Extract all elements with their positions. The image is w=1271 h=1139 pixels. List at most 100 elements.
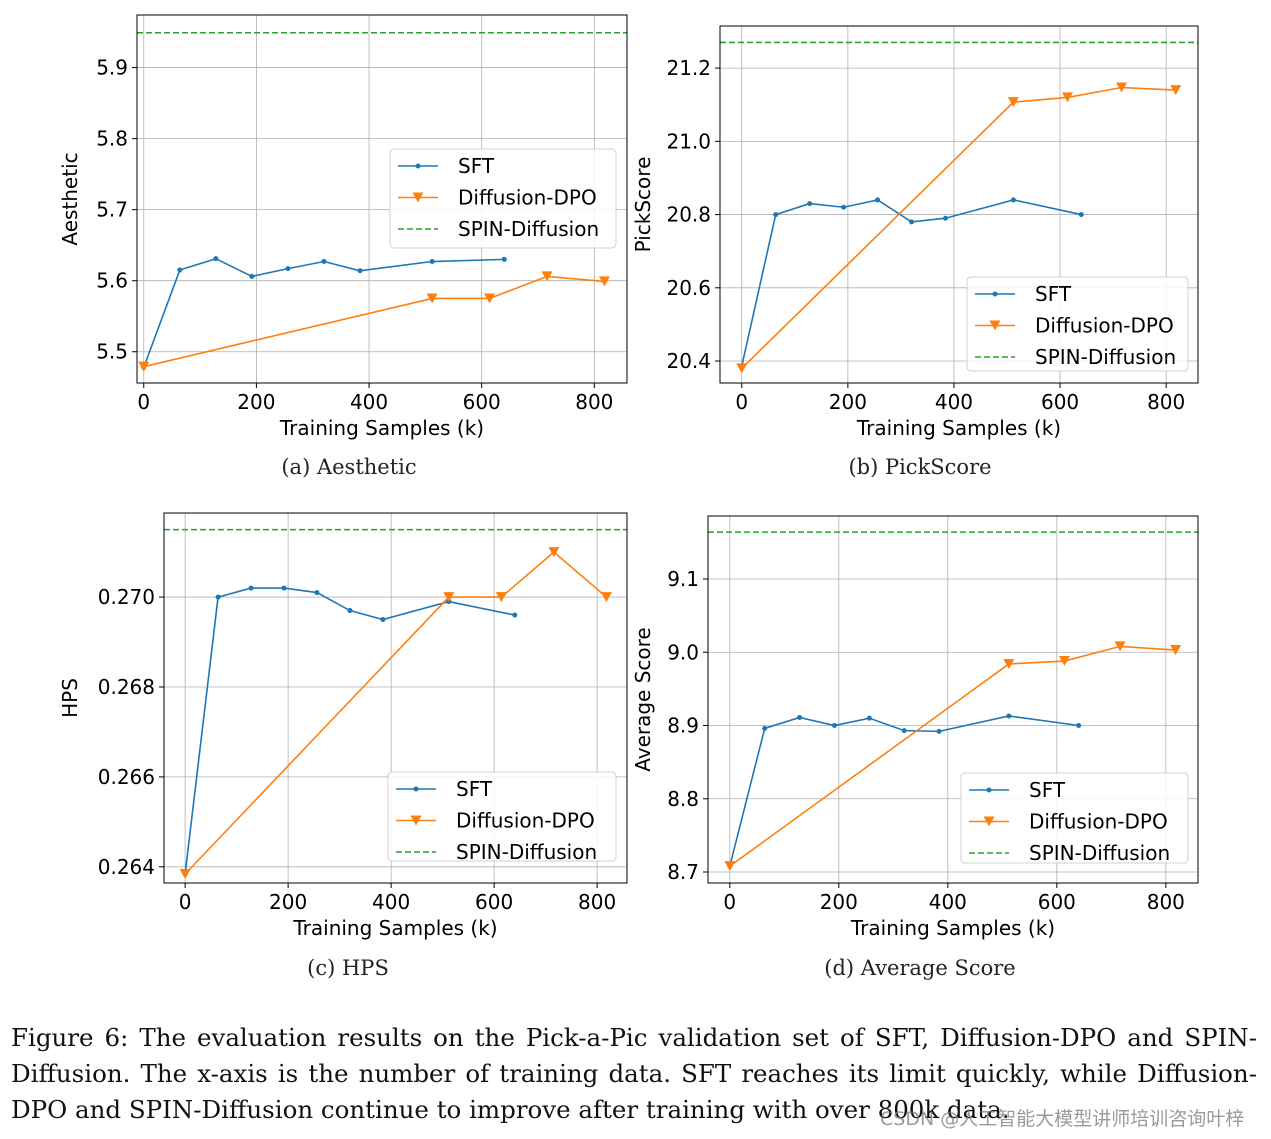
diffusion-dpo-point	[1003, 658, 1015, 669]
legend-marker	[412, 192, 424, 203]
sft-point	[1006, 713, 1012, 719]
diffusion-dpo-point	[1116, 82, 1128, 93]
sft-point	[936, 728, 942, 734]
legend-marker	[413, 786, 419, 792]
diffusion-dpo-point	[138, 361, 150, 372]
sft-point	[429, 259, 435, 265]
x-tick-label: 0	[137, 390, 150, 414]
y-axis-label: Average Score	[631, 627, 655, 772]
diffusion-dpo-point	[1061, 92, 1073, 103]
x-tick-label: 0	[723, 890, 736, 914]
subplot-c	[159, 512, 628, 888]
plot-frame	[719, 25, 1199, 384]
y-tick-label: 9.1	[667, 567, 699, 591]
diffusion-dpo-point	[484, 293, 496, 304]
sft-point	[177, 267, 183, 273]
sft-point	[866, 715, 872, 721]
legend-marker	[986, 787, 992, 793]
sft-point	[1010, 197, 1016, 203]
sft-point	[797, 714, 803, 720]
sft-point	[762, 725, 768, 731]
sft-point	[901, 728, 907, 734]
legend-label-sft: SFT	[458, 154, 495, 178]
y-tick-label: 21.0	[666, 129, 711, 153]
y-tick-label: 8.8	[667, 787, 699, 811]
sft-point	[875, 197, 881, 203]
y-tick-label: 8.7	[667, 860, 699, 884]
x-axis-label: Training Samples (k)	[279, 416, 484, 440]
y-tick-label: 0.266	[98, 765, 155, 789]
x-tick-label: 0	[735, 390, 748, 414]
x-tick-label: 800	[575, 390, 613, 414]
watermark: CSDN @人工智能大模型讲师培训咨询叶梓	[880, 1108, 1245, 1130]
y-tick-label: 8.9	[667, 714, 699, 738]
legend-box	[387, 771, 617, 862]
x-tick-label: 800	[1147, 390, 1185, 414]
legend-label-diffusion-dpo: Diffusion-DPO	[1029, 810, 1168, 834]
x-tick-label: 800	[578, 890, 616, 914]
sft-point	[1078, 212, 1084, 218]
x-tick-label: 400	[929, 890, 967, 914]
sft-point	[1076, 723, 1082, 729]
sft-point	[841, 204, 847, 210]
x-tick-label: 600	[475, 890, 513, 914]
legend-box	[966, 276, 1189, 372]
legend-label-spin-diffusion: SPIN-Diffusion	[1035, 345, 1176, 369]
y-tick-label: 20.4	[666, 349, 711, 373]
x-axis-label: Training Samples (k)	[856, 416, 1061, 440]
sft-line	[143, 257, 505, 368]
x-tick-label: 200	[820, 890, 858, 914]
x-tick-label: 200	[237, 390, 275, 414]
sft-point	[215, 594, 221, 600]
legend-label-diffusion-dpo: Diffusion-DPO	[458, 186, 597, 210]
diffusion-dpo-point	[736, 363, 748, 374]
sft-point	[357, 268, 363, 274]
x-tick-label: 400	[350, 390, 388, 414]
x-tick-label: 200	[829, 390, 867, 414]
sft-point	[380, 617, 386, 623]
diffusion-dpo-point	[541, 271, 553, 282]
diffusion-dpo-point	[426, 293, 438, 304]
sft-point	[909, 219, 915, 225]
sft-point	[248, 585, 254, 591]
y-tick-label: 21.2	[666, 56, 711, 80]
y-tick-label: 5.6	[96, 269, 128, 293]
diffusion-dpo-point	[179, 869, 191, 880]
plot-frame	[136, 14, 628, 384]
sft-point	[249, 273, 255, 279]
y-tick-label: 20.6	[666, 276, 711, 300]
y-tick-label: 9.0	[667, 640, 699, 664]
x-tick-label: 600	[1041, 390, 1079, 414]
sft-point	[831, 723, 837, 729]
diffusion-dpo-point	[495, 592, 507, 603]
y-axis-label: Aesthetic	[58, 152, 82, 245]
sft-point	[807, 201, 813, 207]
diffusion-dpo-point	[1007, 97, 1019, 108]
legend-marker	[415, 163, 421, 169]
diffusion-dpo-point	[1114, 641, 1126, 652]
y-tick-label: 5.8	[96, 127, 128, 151]
y-tick-label: 0.270	[98, 585, 155, 609]
legend-label-diffusion-dpo: Diffusion-DPO	[456, 809, 595, 833]
x-tick-label: 400	[372, 890, 410, 914]
diffusion-dpo-point	[1170, 85, 1182, 96]
legend-marker	[410, 815, 422, 826]
legend-label-spin-diffusion: SPIN-Diffusion	[456, 840, 597, 864]
sft-point	[314, 590, 320, 596]
legend	[389, 148, 617, 249]
legend	[960, 772, 1189, 864]
diffusion-dpo-point	[1170, 645, 1182, 656]
legend-label-sft: SFT	[1035, 282, 1072, 306]
subcaption-d: (d) Average Score	[824, 956, 1016, 980]
y-tick-label: 0.268	[98, 675, 155, 699]
sft-point	[512, 612, 518, 618]
sft-point	[285, 266, 291, 272]
x-tick-label: 800	[1147, 890, 1185, 914]
subcaption-a: (a) Aesthetic	[281, 455, 417, 479]
x-tick-label: 600	[1038, 890, 1076, 914]
legend-box	[389, 148, 617, 249]
subcaption-c: (c) HPS	[307, 956, 389, 980]
sft-point	[281, 585, 287, 591]
subplot-d	[703, 515, 1199, 888]
figure-canvas: 0 200 400 600 800 5.5 5.6 5.7 5.8 5.9 Training Sam…	[58, 14, 1199, 940]
